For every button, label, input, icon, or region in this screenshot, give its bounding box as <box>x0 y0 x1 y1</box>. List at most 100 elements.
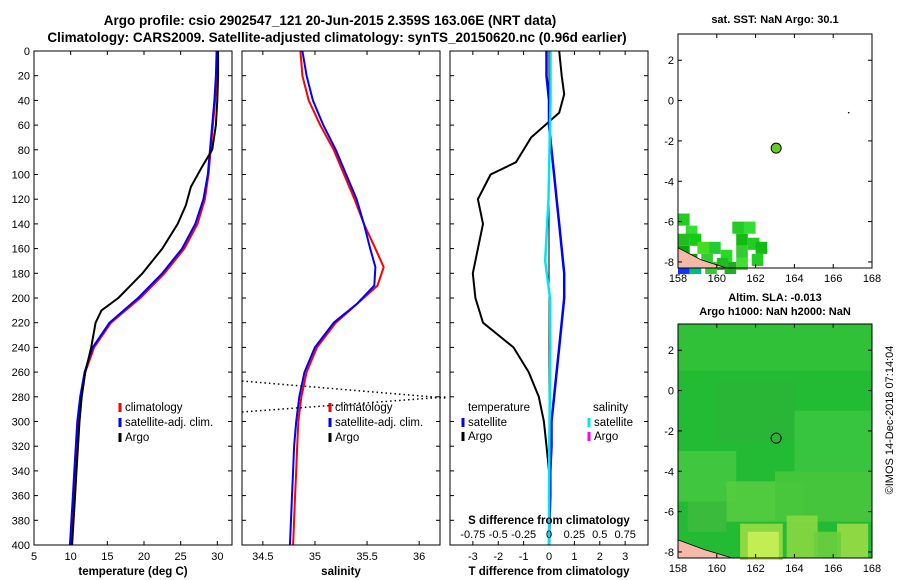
sla-x-tick-label: 164 <box>785 563 803 575</box>
sst-data-cell <box>678 213 690 226</box>
temperature-y-tick-label: 240 <box>12 342 30 354</box>
difference-x-tick-label: 2 <box>597 551 603 563</box>
temperature-y-tick-label: 320 <box>12 441 30 453</box>
sst-data-cell <box>685 225 698 238</box>
difference-legend-salinity-argo-label: Argo <box>594 431 618 443</box>
salinity-x-tick-label: 34.5 <box>252 551 273 563</box>
temperature-y-tick-label: 400 <box>12 540 30 552</box>
argo-location-marker <box>770 432 782 444</box>
sla-field-patch <box>837 523 869 558</box>
difference-s-axis-label: S difference from climatology <box>468 515 630 527</box>
sst-data-cell <box>736 245 748 258</box>
sst-data-cell <box>755 241 768 254</box>
sst-y-tick-label: 2 <box>668 55 674 67</box>
temperature-series-argo <box>71 51 220 546</box>
sst-data-cell <box>701 253 713 266</box>
difference-series-salinity-satellite <box>543 51 552 545</box>
salinity-legend-2-label: Argo <box>335 432 359 444</box>
sla-y-tick-label: -8 <box>664 547 674 559</box>
temperature-y-tick-label: 120 <box>12 194 30 206</box>
temperature-y-tick-label: 100 <box>12 170 30 182</box>
guide-dotted-line-upper <box>241 380 447 399</box>
sla-frame <box>677 323 873 559</box>
temperature-series-climatology <box>69 50 219 546</box>
sst-x-tick-label: 164 <box>785 273 803 285</box>
sla-x-tick-label: 166 <box>824 563 842 575</box>
sst-data-cell <box>678 233 690 246</box>
difference-x-axis-label: T difference from climatology <box>468 566 630 578</box>
sla-x-tick-label: 158 <box>669 563 687 575</box>
sla-x-tick-label: 160 <box>708 563 726 575</box>
sst-data-cell <box>747 237 760 250</box>
difference-legend-temperature-title: temperature <box>468 402 530 414</box>
temperature-y-tick-label: 0 <box>24 46 30 58</box>
sst-x-tick-label: 166 <box>824 273 842 285</box>
sla-y-tick-label: -2 <box>664 426 674 438</box>
temperature-y-tick-label: 360 <box>12 491 30 503</box>
temperature-y-tick-label: 80 <box>18 145 30 157</box>
temperature-y-tick-label: 180 <box>12 268 30 280</box>
sst-map-title: sat. SST: NaN Argo: 30.1 <box>711 14 838 26</box>
difference-panel: -3 -2 -1 0 1 2 3 S difference from climatology -… <box>449 50 649 578</box>
temperature-x-tick-label: 5 <box>31 551 37 563</box>
temperature-y-tick-label: 280 <box>12 392 30 404</box>
salinity-x-tick-label: 35.5 <box>356 551 377 563</box>
temperature-series-satellite-adj-clim- <box>68 50 218 546</box>
temperature-panel: 0 20 40 60 80 100 120 140 160 180 200 220 240 260 280 3… <box>12 46 233 578</box>
temperature-y-tick-label: 220 <box>12 318 30 330</box>
temperature-x-tick-label: 10 <box>65 551 77 563</box>
temperature-x-tick-label: 30 <box>211 551 223 563</box>
difference-s-tick-label: -0.25 <box>511 529 536 541</box>
salinity-x-tick-label: 36 <box>413 551 425 563</box>
sla-field-patch <box>775 471 872 522</box>
salinity-series-climatology <box>292 50 385 546</box>
difference-x-tick-label: 0 <box>546 551 552 563</box>
sst-y-tick-label: 0 <box>668 96 674 108</box>
sst-speck <box>847 111 850 114</box>
sla-map-subtitle: Argo h1000: NaN h2000: NaN <box>699 306 851 318</box>
temperature-y-tick-label: 160 <box>12 244 30 256</box>
salinity-panel: 34.5 35 35.5 36 salinity climatology satellite… <box>241 50 447 578</box>
sst-data-cell <box>716 257 729 271</box>
sst-x-tick-label: 168 <box>863 273 881 285</box>
temperature-y-tick-label: 340 <box>12 466 30 478</box>
credit-text: ©IMOS 14-Dec-2018 07:14:04 <box>884 346 896 495</box>
salinity-x-tick-label: 35 <box>309 551 321 563</box>
difference-x-tick-label: -2 <box>493 551 503 563</box>
difference-legend-salinity-satellite-label: satellite <box>594 417 633 429</box>
sla-field-patch <box>687 501 727 532</box>
sst-data-cell <box>736 257 748 271</box>
sst-data-cell <box>751 253 764 266</box>
sst-data-cell <box>697 241 710 254</box>
temperature-y-tick-label: 60 <box>18 120 30 132</box>
header-line-2: Climatology: CARS2009. Satellite-adjuste… <box>47 30 626 45</box>
difference-s-tick-label: -0.5 <box>489 529 508 541</box>
difference-s-tick-label: -0.75 <box>460 529 485 541</box>
difference-legend-salinity-title: salinity <box>593 402 628 414</box>
sla-x-tick-label: 162 <box>746 563 764 575</box>
difference-legend-temperature-argo-label: Argo <box>468 431 492 443</box>
sla-y-tick-label: 0 <box>668 386 674 398</box>
difference-x-tick-label: -3 <box>468 551 478 563</box>
sst-y-tick-label: -2 <box>664 136 674 148</box>
temperature-x-tick-label: 20 <box>138 551 150 563</box>
sla-y-tick-label: -4 <box>664 466 674 478</box>
difference-x-tick-label: 1 <box>571 551 577 563</box>
sla-y-tick-label: 2 <box>668 345 674 357</box>
sst-data-cell <box>736 233 748 246</box>
sst-data-cell <box>743 221 756 234</box>
difference-s-tick-label: 0.25 <box>564 529 585 541</box>
sst-data-cell <box>689 233 702 246</box>
temperature-x-axis-label: temperature (deg C) <box>78 566 187 578</box>
difference-x-tick-label: 3 <box>622 551 628 563</box>
sst-x-tick-label: 158 <box>669 273 687 285</box>
sst-y-tick-label: -4 <box>664 176 674 188</box>
sst-data-cell <box>709 241 721 254</box>
sst-map-panel: 158 160 162 164 166 168 2 0 -2 -4 -6 -8 sat. SST: Na… <box>664 14 881 285</box>
temperature-legend-1-label: satellite-adj. clim. <box>125 417 213 429</box>
argo-location-marker <box>770 142 782 154</box>
difference-legend-temperature-satellite-label: satellite <box>468 417 507 429</box>
sla-map-title: Altim. SLA: -0.013 <box>728 292 822 304</box>
difference-frame <box>449 50 649 546</box>
